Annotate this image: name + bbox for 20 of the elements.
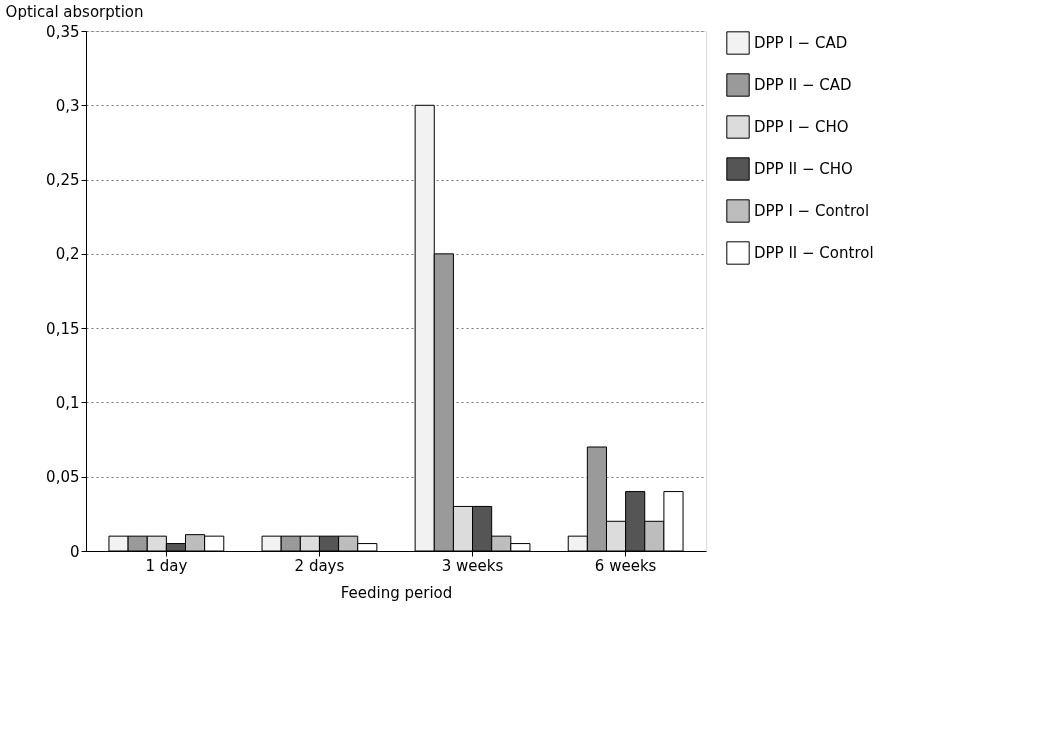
legend-label: DPP II − CAD (754, 76, 852, 94)
x-tick-label: 6 weeks (594, 556, 657, 575)
y-tick-label: 0,05 (46, 468, 80, 487)
legend-label: DPP I − CAD (754, 34, 848, 52)
y-tick-label: 0,1 (55, 393, 80, 412)
y-tick-label: 0,15 (46, 319, 80, 338)
y-tick-label: 0 (69, 542, 80, 561)
y-tick-label: 0,35 (46, 22, 80, 41)
legend-label: DPP I − Control (754, 202, 870, 220)
y-axis-title: Optical absorption (5, 3, 144, 21)
x-axis-title: Feeding period (340, 583, 453, 602)
y-tick-label: 0,2 (55, 245, 80, 264)
y-tick-label: 0,3 (55, 96, 80, 115)
legend-label: DPP I − CHO (754, 118, 849, 136)
x-tick-label: 3 weeks (441, 556, 504, 575)
legend-label: DPP II − CHO (754, 160, 853, 178)
legend-label: DPP II − Control (754, 244, 874, 262)
x-tick-label: 1 day (145, 556, 188, 575)
y-tick-label: 0,25 (46, 171, 80, 190)
x-tick-label: 2 days (294, 556, 345, 575)
